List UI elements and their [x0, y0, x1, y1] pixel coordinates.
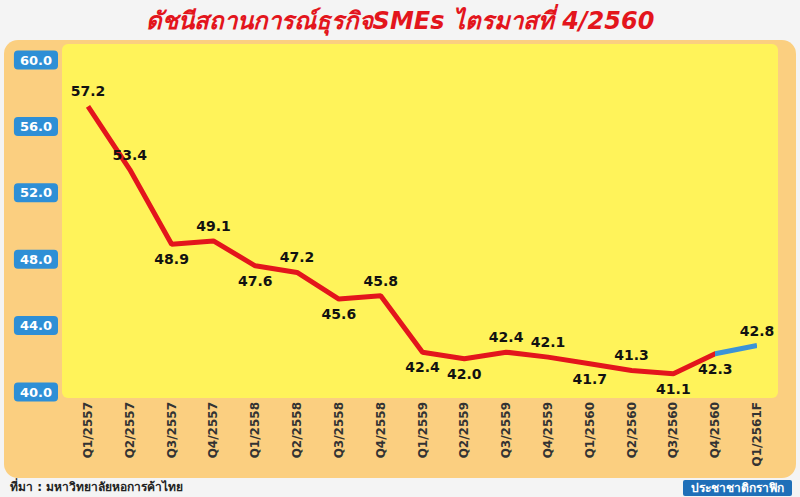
svg-text:Q1/2558: Q1/2558 [248, 402, 262, 458]
svg-text:42.4: 42.4 [489, 329, 524, 345]
svg-text:45.6: 45.6 [322, 306, 357, 322]
svg-text:ที่มา : มหาวิทยาลัยหอการค้าไทย: ที่มา : มหาวิทยาลัยหอการค้าไทย [10, 478, 183, 494]
svg-text:Q3/2557: Q3/2557 [165, 402, 179, 458]
svg-text:40.0: 40.0 [20, 385, 52, 400]
svg-text:Q4/2559: Q4/2559 [541, 402, 555, 458]
svg-text:Q2/2558: Q2/2558 [290, 402, 304, 458]
svg-text:Q2/2560: Q2/2560 [625, 402, 639, 458]
svg-text:Q1/2559: Q1/2559 [416, 402, 430, 458]
svg-text:60.0: 60.0 [20, 53, 52, 68]
svg-text:41.7: 41.7 [572, 371, 607, 387]
svg-text:Q1/2561F: Q1/2561F [750, 402, 764, 467]
svg-text:Q1/2557: Q1/2557 [81, 402, 95, 458]
svg-text:Q3/2559: Q3/2559 [499, 402, 513, 458]
svg-text:42.0: 42.0 [447, 366, 482, 382]
svg-text:Q3/2558: Q3/2558 [332, 402, 346, 458]
svg-text:53.4: 53.4 [113, 147, 148, 163]
svg-text:Q4/2560: Q4/2560 [708, 402, 722, 458]
svg-text:ดัชนีสถานการณ์ธุรกิจSMEs ไตรมา: ดัชนีสถานการณ์ธุรกิจSMEs ไตรมาสที่ 4/256… [146, 3, 655, 36]
svg-text:41.3: 41.3 [614, 347, 649, 363]
svg-text:42.8: 42.8 [740, 323, 775, 339]
svg-text:Q1/2560: Q1/2560 [583, 402, 597, 458]
svg-text:47.6: 47.6 [238, 273, 273, 289]
svg-text:48.0: 48.0 [20, 252, 52, 267]
svg-text:Q2/2559: Q2/2559 [457, 402, 471, 458]
svg-text:Q2/2557: Q2/2557 [123, 402, 137, 458]
svg-text:57.2: 57.2 [71, 83, 106, 99]
svg-text:44.0: 44.0 [20, 318, 52, 333]
svg-text:Q3/2560: Q3/2560 [666, 402, 680, 458]
svg-text:ประชาชาติกราฟิก: ประชาชาติกราฟิก [691, 481, 784, 495]
svg-text:56.0: 56.0 [20, 119, 52, 134]
svg-text:45.8: 45.8 [363, 273, 398, 289]
svg-text:42.4: 42.4 [405, 359, 440, 375]
svg-text:41.1: 41.1 [656, 381, 691, 397]
svg-text:42.3: 42.3 [698, 361, 733, 377]
svg-text:48.9: 48.9 [154, 251, 189, 267]
svg-text:42.1: 42.1 [531, 334, 566, 350]
svg-text:52.0: 52.0 [20, 185, 52, 200]
svg-text:Q4/2558: Q4/2558 [374, 402, 388, 458]
svg-text:47.2: 47.2 [280, 249, 315, 265]
svg-text:49.1: 49.1 [196, 218, 231, 234]
svg-text:Q4/2557: Q4/2557 [206, 402, 220, 458]
